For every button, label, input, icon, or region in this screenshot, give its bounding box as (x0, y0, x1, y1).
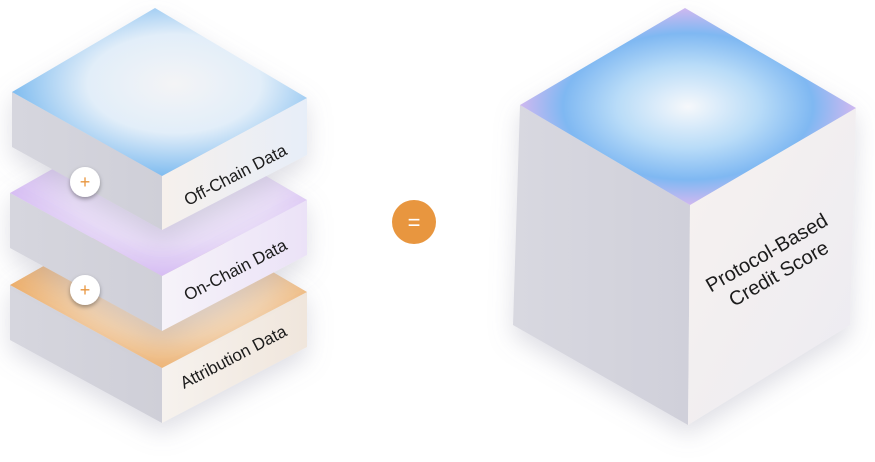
layer-off-chain-right-face (162, 98, 307, 230)
plus-icon: + (70, 167, 100, 197)
layer-on-chain-left-face (10, 193, 162, 331)
plus-symbol: + (80, 280, 91, 300)
plus-icon: + (70, 275, 100, 305)
equals-icon: = (392, 200, 436, 244)
layer-attribution-right-face (162, 292, 307, 423)
result-cube-left-face (513, 105, 690, 425)
equals-symbol: = (408, 210, 421, 235)
layer-on-chain-right-face (162, 200, 307, 331)
layer-attribution-left-face (10, 285, 162, 423)
result-cube-top-face (520, 8, 856, 205)
result-cube-right-face (688, 108, 856, 425)
plus-symbol: + (80, 172, 91, 192)
layer-off-chain-top-face (12, 8, 307, 176)
result-cube: Protocol-Based Credit Score (513, 8, 856, 425)
layer-off-chain-left-face (12, 92, 162, 230)
